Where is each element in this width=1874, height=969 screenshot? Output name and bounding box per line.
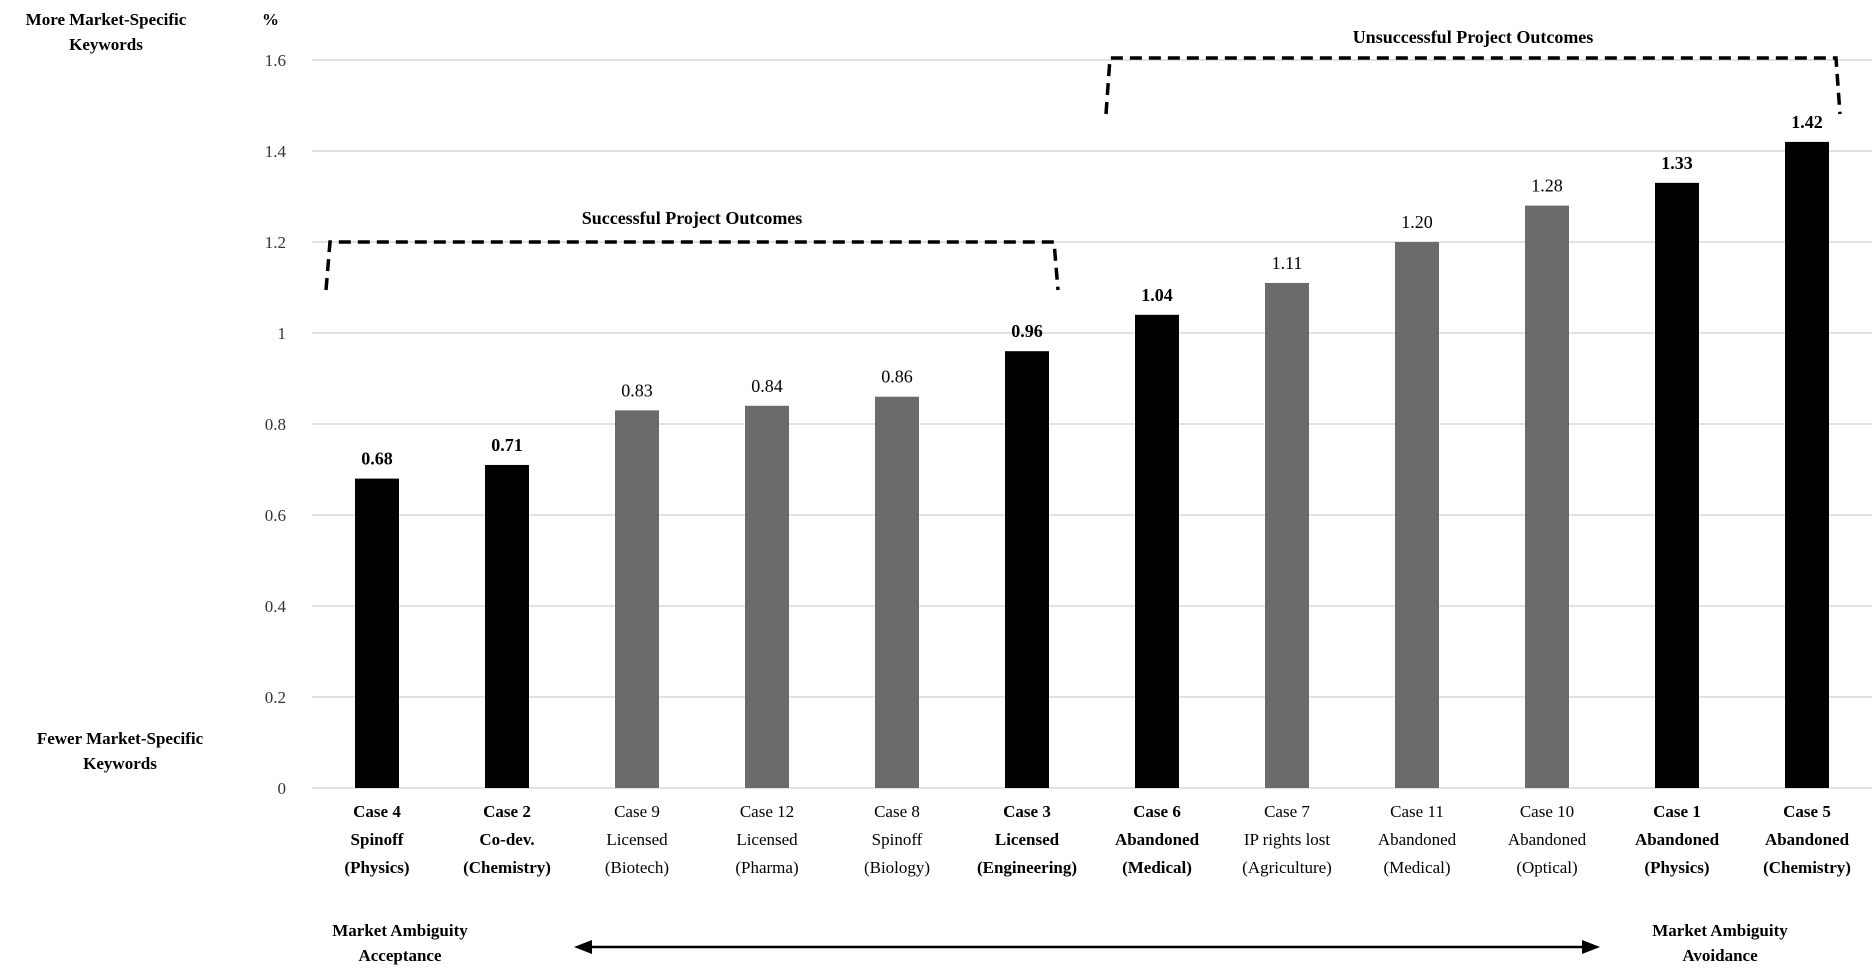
y-tick-label: 0.8: [265, 415, 286, 434]
value-label: 0.83: [621, 380, 653, 400]
ambiguity-arrow: [574, 940, 1600, 954]
category-label-line: (Biology): [864, 858, 930, 877]
category-label-line: (Biotech): [605, 858, 669, 877]
y-tick-label: 0.6: [265, 506, 286, 525]
category-label-line: Abandoned: [1765, 830, 1850, 849]
bar: [875, 396, 919, 788]
outcome-bracket: [324, 240, 1060, 291]
category-label-line: (Medical): [1383, 858, 1450, 877]
category-label-line: Abandoned: [1508, 830, 1587, 849]
outcome-group-label: Successful Project Outcomes: [582, 208, 803, 228]
category-label-line: Abandoned: [1635, 830, 1720, 849]
more-keywords-label: More Market-Specific Keywords: [25, 10, 187, 54]
category-label-line: Spinoff: [351, 830, 404, 849]
category-label: Case 12 Licensed (Pharma): [735, 802, 798, 877]
y-tick-label: 1: [278, 324, 287, 343]
category-label-line: Case 6: [1133, 802, 1181, 821]
category-label-line: Case 3: [1003, 802, 1051, 821]
y-tick-label: 1.4: [265, 142, 287, 161]
value-label: 1.42: [1791, 112, 1823, 132]
category-label-line: Case 8: [874, 802, 920, 821]
category-label-line: Case 12: [740, 802, 794, 821]
bar: [1135, 314, 1179, 788]
outcome-groups: Successful Project Outcomes Unsuccessful …: [324, 27, 1842, 291]
outcome-group-label: Unsuccessful Project Outcomes: [1353, 27, 1594, 47]
y-tick-label: 1.6: [265, 51, 286, 70]
category-label: Case 4 Spinoff (Physics): [344, 802, 409, 877]
category-label-line: (Medical): [1122, 858, 1192, 877]
category-label: Case 11 Abandoned (Medical): [1378, 802, 1457, 877]
category-label: Case 2 Co-dev. (Chemistry): [463, 802, 551, 877]
category-label-line: Case 7: [1264, 802, 1310, 821]
category-label: Case 5 Abandoned (Chemistry): [1763, 802, 1851, 877]
y-tick-label: 0.2: [265, 688, 286, 707]
category-label-line: Spinoff: [872, 830, 923, 849]
category-label: Case 1 Abandoned (Physics): [1635, 802, 1720, 877]
value-label: 1.28: [1531, 176, 1563, 196]
value-label: 1.04: [1141, 285, 1173, 305]
bar: [745, 405, 789, 788]
category-label-line: Licensed: [606, 830, 668, 849]
category-label-line: Co-dev.: [479, 830, 534, 849]
category-label-line: Case 1: [1653, 802, 1701, 821]
gridlines: [312, 59, 1872, 789]
category-label-line: Case 11: [1390, 802, 1444, 821]
bar: [1265, 282, 1309, 788]
category-label-line: (Pharma): [735, 858, 798, 877]
y-tick-label: 0: [278, 779, 287, 798]
value-label: 1.20: [1401, 212, 1433, 232]
category-label: Case 9 Licensed (Biotech): [605, 802, 669, 877]
value-label: 0.84: [751, 376, 783, 396]
category-label-line: (Agriculture): [1242, 858, 1332, 877]
category-label: Case 10 Abandoned (Optical): [1508, 802, 1587, 877]
y-tick-label: 1.2: [265, 233, 286, 252]
bar: [355, 478, 399, 788]
category-label-line: IP rights lost: [1244, 830, 1331, 849]
value-labels: 0.68 0.71 0.83 0.84 0.86 0.96 1.04 1.11 1.20 1.28…: [361, 112, 1823, 469]
outcome-bracket: [1104, 56, 1842, 115]
category-label-line: Abandoned: [1115, 830, 1200, 849]
y-tick-label: 0.4: [265, 597, 287, 616]
category-label-line: Case 9: [614, 802, 660, 821]
category-label-line: (Physics): [1644, 858, 1709, 877]
category-label-line: Case 4: [353, 802, 401, 821]
category-label-line: Licensed: [736, 830, 798, 849]
bar: [1005, 351, 1049, 788]
category-label-line: Abandoned: [1378, 830, 1457, 849]
value-label: 1.33: [1661, 153, 1693, 173]
bar: [1525, 205, 1569, 789]
category-label-line: (Chemistry): [463, 858, 551, 877]
bars: [355, 141, 1829, 789]
value-label: 1.11: [1272, 253, 1303, 273]
value-label: 0.68: [361, 449, 393, 469]
category-label-line: Case 2: [483, 802, 531, 821]
y-axis-ticks: 0 0.2 0.4 0.6 0.8 1 1.2 1.4 1.6: [265, 51, 287, 798]
unit-label: %: [262, 10, 279, 29]
category-label-line: (Optical): [1516, 858, 1577, 877]
value-label: 0.96: [1011, 321, 1043, 341]
category-labels: Case 4 Spinoff (Physics) Case 2 Co-dev. (Chem…: [344, 802, 1850, 877]
bar: [1655, 182, 1699, 789]
value-label: 0.71: [491, 435, 523, 455]
category-label-line: (Physics): [344, 858, 409, 877]
category-label-line: (Engineering): [977, 858, 1077, 877]
category-label: Case 3 Licensed (Engineering): [977, 802, 1077, 877]
fewer-keywords-label: Fewer Market-Specific Keywords: [36, 729, 204, 773]
bar: [1395, 242, 1439, 788]
bar: [615, 410, 659, 788]
ambiguity-avoidance-label: Market Ambiguity Avoidance: [1652, 921, 1788, 965]
category-label: Case 6 Abandoned (Medical): [1115, 802, 1200, 877]
ambiguity-acceptance-label: Market Ambiguity Acceptance: [332, 921, 468, 965]
bar: [1785, 141, 1829, 788]
category-label-line: Case 10: [1520, 802, 1574, 821]
category-label-line: (Chemistry): [1763, 858, 1851, 877]
category-label: Case 7 IP rights lost (Agriculture): [1242, 802, 1332, 877]
bar: [485, 464, 529, 788]
value-label: 0.86: [881, 367, 913, 387]
category-label: Case 8 Spinoff (Biology): [864, 802, 930, 877]
category-label-line: Case 5: [1783, 802, 1831, 821]
category-label-line: Licensed: [995, 830, 1060, 849]
